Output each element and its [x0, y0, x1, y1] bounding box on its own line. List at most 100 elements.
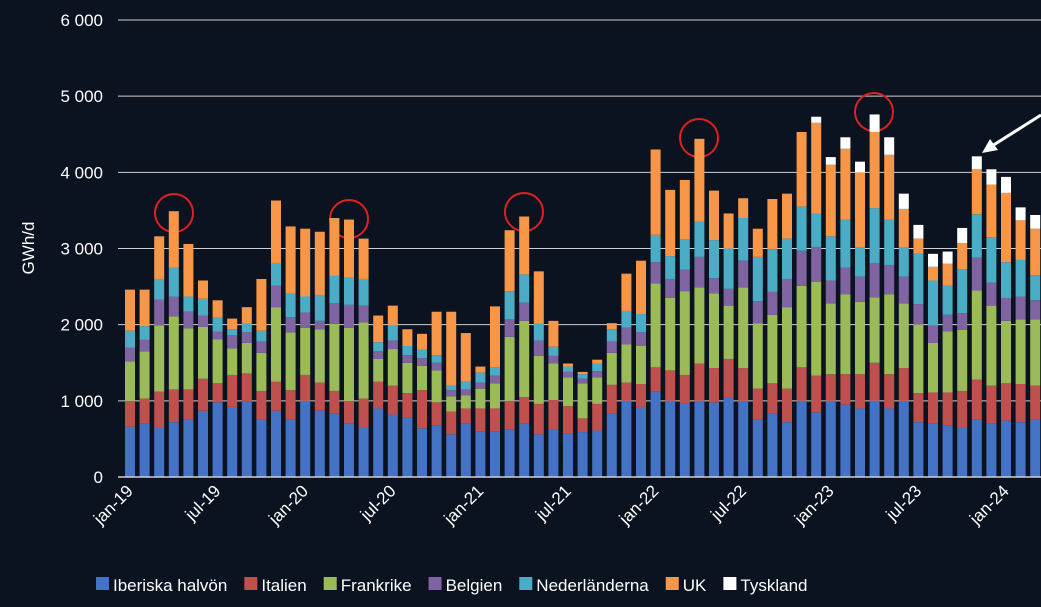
bar-segment [329, 275, 340, 304]
bar-segment [227, 329, 238, 336]
bar-segment [402, 355, 413, 363]
bar-segment [825, 157, 836, 165]
bar-segment [738, 287, 749, 369]
bar-segment [855, 301, 865, 375]
bar-segment [519, 274, 530, 303]
bar-segment [957, 269, 968, 314]
bar-segment [446, 311, 457, 386]
y-tick-label: 5 000 [60, 87, 103, 106]
bar-segment [285, 419, 296, 477]
bar-segment [300, 312, 311, 328]
x-tick-label: jan-24 [965, 481, 1013, 529]
bar-segment [884, 374, 895, 409]
bar-segment [913, 422, 924, 477]
bar-segment [855, 276, 865, 302]
bar-segment [548, 320, 559, 347]
bar-segment [679, 239, 690, 270]
bar-segment [285, 226, 296, 294]
bar-segment [855, 247, 865, 277]
bar-segment [577, 374, 588, 379]
bar-segment [752, 323, 763, 389]
bar-segment [139, 326, 150, 340]
bar-segment [855, 374, 865, 409]
bar-segment [709, 278, 719, 294]
x-tick-label: jul-22 [706, 481, 750, 525]
y-tick-label: 4 000 [60, 163, 103, 182]
bar-segment [665, 256, 676, 279]
bar-segment [752, 256, 763, 302]
bar-segment [825, 303, 836, 375]
arrow-line [991, 113, 1041, 148]
bar-segment [942, 285, 953, 315]
bar-segment [198, 378, 208, 411]
bar-segment [358, 238, 369, 279]
bar-segment [855, 161, 865, 173]
bar-segment [154, 325, 165, 392]
bar-segment [533, 434, 544, 477]
bar-segment [168, 316, 179, 390]
bar-segment [563, 377, 573, 407]
bar-segment [971, 290, 982, 380]
bar-segment [694, 256, 705, 288]
bar-segment [387, 305, 398, 326]
bar-segment [446, 434, 457, 477]
bar-segment [417, 333, 427, 350]
bar-segment [782, 388, 792, 423]
arrow-head [982, 139, 998, 153]
bar-segment [402, 345, 413, 356]
x-tick-label: jul-23 [882, 481, 926, 525]
bar-segment [533, 271, 544, 324]
bar-segment [314, 320, 325, 330]
bar-segment [314, 294, 325, 321]
bar-segment [621, 310, 632, 328]
bar-segment [563, 433, 573, 477]
bar-segment [636, 384, 646, 407]
bar-segment [227, 348, 238, 375]
y-tick-label: 3 000 [60, 240, 103, 259]
bar-segment [125, 330, 135, 348]
bar-segment [139, 339, 150, 352]
bar-segment [431, 355, 442, 363]
bar-segment [344, 304, 354, 328]
bar-segment [928, 280, 938, 326]
bar-segment [913, 304, 924, 325]
bar-segment [504, 291, 515, 320]
bar-segment [767, 383, 778, 414]
bar-segment [957, 313, 968, 330]
bar-segment [840, 148, 851, 220]
bar-segment [168, 211, 179, 268]
bar-segment [241, 401, 252, 477]
bar-segment [971, 169, 982, 215]
bar-segment [533, 355, 544, 404]
bar-segment [942, 314, 953, 332]
bar-segment [884, 137, 895, 155]
legend-label: Iberiska halvön [113, 576, 227, 595]
bar-segment [563, 406, 573, 434]
bar-segment [460, 333, 471, 382]
bar-segment [869, 114, 880, 132]
bar-segment [125, 426, 135, 477]
bar-segment [519, 423, 530, 477]
bar-segment [373, 358, 384, 382]
bar-segment [796, 367, 807, 401]
bar-segment [285, 293, 296, 318]
bar-segment [1030, 214, 1041, 229]
bar-segment [1015, 259, 1026, 297]
bar-segment [548, 363, 559, 401]
x-tick-label: jul-19 [181, 481, 225, 525]
bar-segment [1001, 262, 1011, 299]
bar-segment [1030, 319, 1041, 386]
bar-segment [679, 403, 690, 477]
bar-segment [898, 400, 909, 477]
x-tick-label: jan-21 [440, 481, 488, 529]
bar-segment [825, 400, 836, 477]
bar-segment [475, 372, 486, 383]
bar-segment [1030, 419, 1041, 477]
legend-swatch [665, 577, 679, 590]
bar-segment [446, 396, 457, 412]
bar-segment [387, 340, 398, 350]
bar-segment [154, 278, 165, 300]
bar-segment [533, 323, 544, 341]
bar-segment [227, 318, 238, 330]
bar-segment [665, 370, 676, 401]
